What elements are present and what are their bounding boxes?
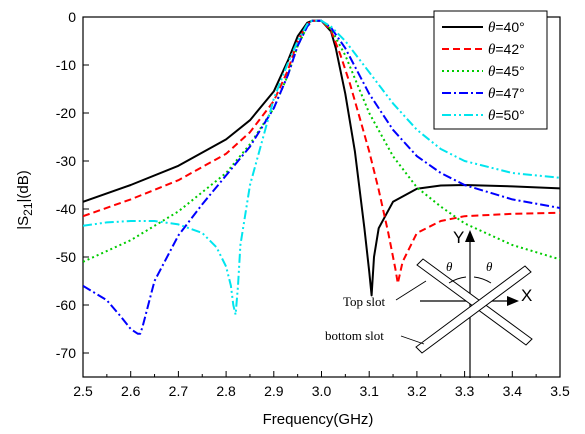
y-tick-label: -20	[56, 105, 76, 121]
series-line-5	[83, 19, 560, 316]
x-tick-label: 2.5	[73, 383, 93, 399]
legend: θ=40°θ=42°θ=45°θ=47°θ=50°	[433, 10, 548, 130]
x-tick-label: 3.4	[503, 383, 523, 399]
legend-label-1: θ=40°	[488, 19, 525, 36]
legend-angle-value: =45°	[495, 63, 524, 79]
y-axis-title: |S21|(dB)	[15, 170, 35, 230]
y-axis-title-main: |S	[15, 216, 32, 230]
y-axis-title-tail: |(dB)	[15, 170, 32, 202]
y-tick-label: -60	[56, 297, 76, 313]
x-tick-label: 3.0	[312, 383, 332, 399]
top-slot-label: Top slot	[343, 294, 385, 309]
inset-angle-left-label: θ	[446, 259, 453, 274]
series-line-4	[83, 19, 560, 335]
bottom-slot-shape	[415, 265, 532, 354]
y-tick-label: 0	[68, 9, 76, 25]
y-tick-label: -40	[56, 201, 76, 217]
legend-theta-symbol: θ	[488, 20, 496, 36]
legend-theta-symbol: θ	[488, 86, 496, 102]
top-slot-leader-line	[395, 280, 427, 301]
legend-label-5: θ=50°	[488, 107, 525, 124]
y-tick-label: -50	[56, 249, 76, 265]
series-line-1	[83, 19, 560, 297]
inset-angle-arc-right	[473, 276, 492, 284]
bottom-slot-leader-line	[400, 335, 425, 345]
inset-angle-right-label: θ	[486, 259, 493, 274]
series-layer	[83, 19, 560, 335]
legend-theta-symbol: θ	[488, 42, 496, 58]
x-tick-label: 2.7	[169, 383, 189, 399]
legend-angle-value: =47°	[495, 85, 524, 101]
x-axis-title: Frequency(GHz)	[263, 411, 374, 428]
legend-angle-value: =42°	[495, 41, 524, 57]
y-tick-label: -10	[56, 57, 76, 73]
top-slot-shape	[416, 258, 533, 346]
x-tick-label: 3.3	[455, 383, 475, 399]
legend-theta-symbol: θ	[488, 64, 496, 80]
x-tick-label: 2.6	[121, 383, 141, 399]
inset-y-arrowhead-icon	[465, 230, 475, 242]
x-tick-label: 3.2	[407, 383, 427, 399]
inset-x-label: X	[521, 286, 532, 305]
x-tick-label: 3.5	[550, 383, 570, 399]
x-tick-label: 2.8	[216, 383, 236, 399]
legend-label-4: θ=47°	[488, 85, 525, 102]
legend-theta-symbol: θ	[488, 108, 496, 124]
legend-label-2: θ=42°	[488, 41, 525, 58]
y-tick-label: -70	[56, 345, 76, 361]
x-tick-label: 2.9	[264, 383, 284, 399]
x-tick-label: 3.1	[359, 383, 379, 399]
inset-x-arrowhead-icon	[507, 296, 519, 306]
y-tick-label: -30	[56, 153, 76, 169]
series-line-2	[83, 19, 560, 285]
inset-y-label: Y	[453, 228, 464, 247]
inset-angle-arc-left	[448, 276, 467, 284]
slot-orientation-inset: Y X θ θ Top slot bottom slot	[325, 228, 533, 378]
ticks-layer: 2.5 2.6 2.7 2.8 2.9 3.0 3.1 3.2 3.3 3.4 3.5 0 -10 -20…	[56, 9, 570, 399]
legend-angle-value: =40°	[495, 19, 524, 35]
legend-angle-value: =50°	[495, 107, 524, 123]
bottom-slot-label: bottom slot	[325, 328, 384, 343]
y-axis-title-subscript: 21	[21, 202, 35, 216]
legend-label-3: θ=45°	[488, 63, 525, 80]
